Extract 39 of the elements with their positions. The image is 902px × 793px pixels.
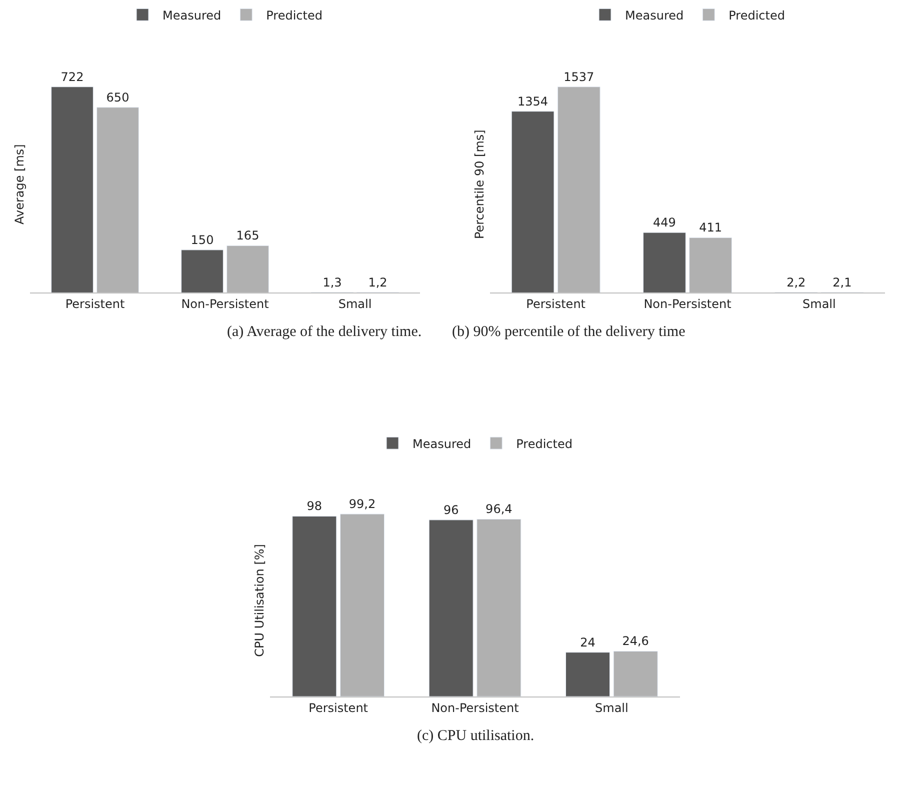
text: (b) 90% percentile of the delivery time <box>452 324 686 340</box>
legend-label: Predicted <box>728 8 785 22</box>
y-axis-title: CPU Utilisation [%] <box>252 544 266 657</box>
data-label: 1354 <box>518 94 548 108</box>
legend-label: Measured <box>162 8 222 22</box>
x-tick-label: Small <box>595 700 628 715</box>
x-tick-label: Non-Persistent <box>431 700 520 715</box>
x-tick-label: Small <box>802 297 836 312</box>
text: (c) CPU utilisation. <box>417 728 534 744</box>
legend-label: Predicted <box>266 8 322 22</box>
data-label: 411 <box>699 220 722 235</box>
data-label: 96 <box>443 502 459 517</box>
x-tick-label: Non-Persistent <box>181 297 270 312</box>
x-tick-label: Persistent <box>308 700 368 715</box>
data-label: 98 <box>306 499 322 514</box>
legend-label: Measured <box>625 8 684 22</box>
data-label: 1,2 <box>368 275 388 290</box>
data-label: 650 <box>106 90 130 104</box>
data-label: 2,2 <box>786 275 806 290</box>
legend-label: Predicted <box>516 436 572 451</box>
x-tick-label: Non-Persistent <box>644 297 732 312</box>
text: (a) Average of the delivery time. <box>227 324 422 340</box>
x-tick-label: Persistent <box>526 297 586 312</box>
x-tick-label: Small <box>338 297 372 312</box>
legend-label: Measured <box>412 436 472 451</box>
data-label: 99,2 <box>348 497 376 512</box>
data-label: 1537 <box>564 70 594 84</box>
data-label: 96,4 <box>486 502 512 516</box>
y-axis-title: Average [ms] <box>12 144 26 225</box>
data-label: 165 <box>236 228 260 243</box>
x-tick-label: Persistent <box>65 297 125 312</box>
data-label: 2,1 <box>832 275 852 290</box>
data-label: 1,3 <box>322 275 342 290</box>
data-label: 24 <box>580 635 596 650</box>
y-axis-title: Percentile 90 [ms] <box>472 130 486 240</box>
data-label: 722 <box>60 70 84 84</box>
data-label: 449 <box>653 216 676 230</box>
data-label: 150 <box>190 232 214 247</box>
data-label: 24,6 <box>622 634 649 648</box>
